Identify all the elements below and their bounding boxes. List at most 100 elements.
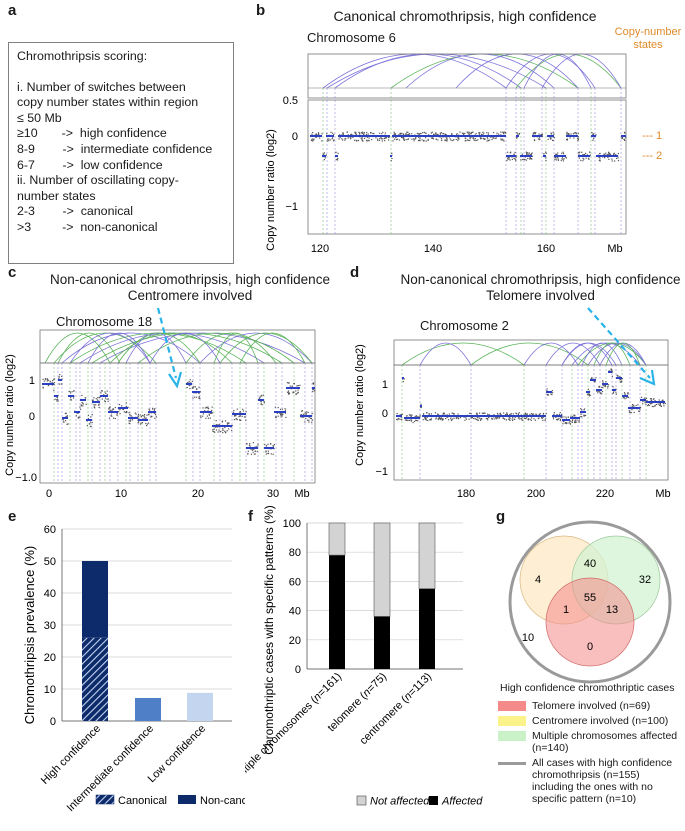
cn-point <box>443 412 445 414</box>
cn-point <box>435 138 437 140</box>
cn-point <box>551 392 554 394</box>
cn-point <box>581 409 583 411</box>
cn-point <box>561 158 563 160</box>
cn-point <box>96 399 99 401</box>
cn-point <box>65 412 67 414</box>
cn-point <box>191 380 193 383</box>
cn-point <box>448 413 450 415</box>
legend-centromere-swatch <box>498 716 526 726</box>
cn-point <box>654 399 656 402</box>
cn-point <box>615 393 617 395</box>
cn-point <box>481 134 483 136</box>
cn-point <box>231 425 233 427</box>
sv-arc <box>581 342 623 366</box>
cn-point <box>586 154 588 156</box>
cn-point <box>553 137 555 139</box>
cn-point <box>639 406 642 409</box>
cn-point <box>583 415 585 417</box>
cn-point <box>605 381 607 383</box>
cn-point <box>114 406 116 409</box>
panel-label-f: f <box>248 508 253 525</box>
cn-point <box>464 140 466 142</box>
cn-point <box>446 138 448 140</box>
cn-point <box>603 385 606 387</box>
cn-point <box>419 140 421 142</box>
cn-point <box>524 412 527 414</box>
cn-point <box>110 409 112 411</box>
scoring-line: i. Number of switches between <box>17 79 186 94</box>
cn-point <box>534 133 536 135</box>
cn-point <box>496 417 499 419</box>
panel-label-c: c <box>8 264 17 281</box>
cn-point <box>380 137 382 139</box>
cn-point <box>295 393 297 395</box>
panel-b-arc-frame <box>307 53 627 99</box>
cn-point <box>567 422 569 424</box>
cn-point <box>387 139 390 141</box>
cn-point <box>511 419 514 422</box>
cn-point <box>57 400 59 402</box>
cn-point <box>189 387 191 390</box>
cn-point <box>587 388 589 390</box>
cn-point <box>514 416 516 418</box>
legend-row-all: All cases with high confidence chromothr… <box>498 757 683 805</box>
venn-all-cases-circle <box>508 520 672 684</box>
cn-point <box>68 390 70 393</box>
cn-point <box>517 417 519 419</box>
cn-point <box>300 416 302 418</box>
cn-point <box>342 133 344 135</box>
cn-point <box>474 134 476 136</box>
cn-point <box>645 403 647 405</box>
cn-point <box>380 138 383 140</box>
cn-point <box>235 418 237 420</box>
cn-point <box>338 138 340 140</box>
panel-b-ytick: 0.5 <box>283 95 298 107</box>
cn-point <box>431 131 433 133</box>
sv-arc <box>199 332 313 364</box>
cn-point <box>287 391 289 393</box>
cn-point <box>79 408 82 410</box>
cn-point <box>263 401 265 403</box>
cn-point <box>474 139 476 141</box>
cn-point <box>503 133 505 135</box>
cn-point <box>79 416 81 418</box>
cn-point <box>555 416 557 418</box>
cn-point <box>403 378 405 380</box>
cn-point <box>129 420 131 422</box>
cn-point <box>565 421 567 424</box>
cn-point <box>476 413 478 415</box>
cn-point <box>250 453 253 455</box>
cn-point <box>277 415 279 417</box>
cn-point <box>204 410 206 412</box>
cn-point <box>70 399 72 401</box>
panel-d-segments <box>396 371 665 421</box>
cn-point <box>576 137 579 139</box>
cn-point <box>214 426 217 428</box>
cn-point <box>509 414 511 416</box>
cn-point <box>495 417 497 419</box>
cn-point <box>207 410 209 412</box>
cn-point <box>504 414 507 416</box>
cn-point <box>511 418 513 420</box>
cn-point <box>556 418 558 421</box>
cn-point <box>598 386 600 388</box>
cn-point <box>517 414 519 416</box>
cn-point <box>101 390 103 392</box>
cn-point <box>325 154 328 156</box>
cn-point <box>45 379 47 381</box>
cn-point <box>265 445 268 447</box>
cn-point <box>291 385 294 387</box>
cn-point <box>114 417 116 420</box>
cn-point <box>444 133 447 135</box>
cn-point <box>192 397 194 399</box>
cn-point <box>295 390 297 392</box>
cn-point <box>545 412 547 415</box>
cn-point <box>150 416 152 418</box>
cn-point <box>403 139 405 141</box>
cn-point <box>218 429 220 431</box>
cn-point <box>240 419 242 421</box>
cn-point <box>332 140 335 142</box>
sv-arc <box>149 332 221 364</box>
cn-point <box>615 153 617 156</box>
cn-point <box>522 158 524 161</box>
